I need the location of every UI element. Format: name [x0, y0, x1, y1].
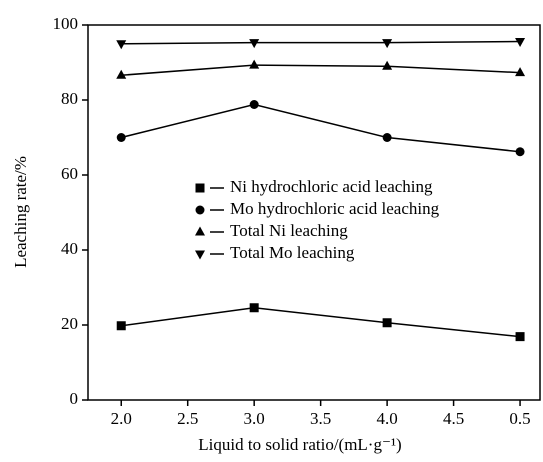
y-tick-label: 80: [61, 89, 78, 108]
data-point: [116, 69, 127, 79]
legend-marker: [195, 250, 205, 260]
y-tick-label: 40: [61, 239, 78, 258]
data-point: [382, 60, 393, 70]
legend-marker: [195, 183, 205, 193]
data-point: [382, 39, 393, 49]
legend-marker: [195, 205, 205, 215]
y-tick-label: 20: [61, 314, 78, 333]
x-tick-label: 4.5: [443, 409, 464, 428]
legend-label: Ni hydrochloric acid leaching: [230, 177, 433, 196]
data-point: [116, 133, 126, 142]
legend-label: Total Mo leaching: [230, 243, 355, 262]
x-tick-label: 2.0: [111, 409, 132, 428]
data-point: [515, 67, 526, 77]
data-point: [116, 321, 126, 331]
data-point: [249, 100, 259, 109]
data-point: [249, 303, 259, 313]
y-tick-label: 100: [53, 14, 79, 33]
legend-marker: [195, 226, 205, 236]
data-point: [515, 147, 525, 157]
x-tick-label: 4.0: [376, 409, 397, 428]
y-tick-label: 0: [70, 389, 79, 408]
data-point: [515, 38, 526, 47]
x-tick-label: 0.5: [509, 409, 530, 428]
series-line: [121, 306, 521, 338]
x-tick-label: 3.0: [244, 409, 265, 428]
series-line: [121, 64, 521, 76]
series-line: [121, 40, 521, 45]
data-point: [249, 39, 260, 49]
data-point: [382, 133, 392, 142]
y-tick-label: 60: [61, 164, 78, 183]
data-point: [116, 40, 127, 50]
legend-label: Total Ni leaching: [230, 221, 348, 240]
data-point: [382, 318, 392, 328]
x-tick-label: 3.5: [310, 409, 331, 428]
x-tick-label: 2.5: [177, 409, 198, 428]
x-axis-label: Liquid to solid ratio/(mL·g⁻¹): [198, 435, 401, 454]
y-axis-label: Leaching rate/%: [11, 156, 30, 268]
series-line: [121, 103, 521, 153]
data-point: [249, 59, 260, 69]
data-point: [515, 332, 525, 342]
legend-label: Mo hydrochloric acid leaching: [230, 199, 440, 218]
plot-frame: [87, 24, 541, 401]
